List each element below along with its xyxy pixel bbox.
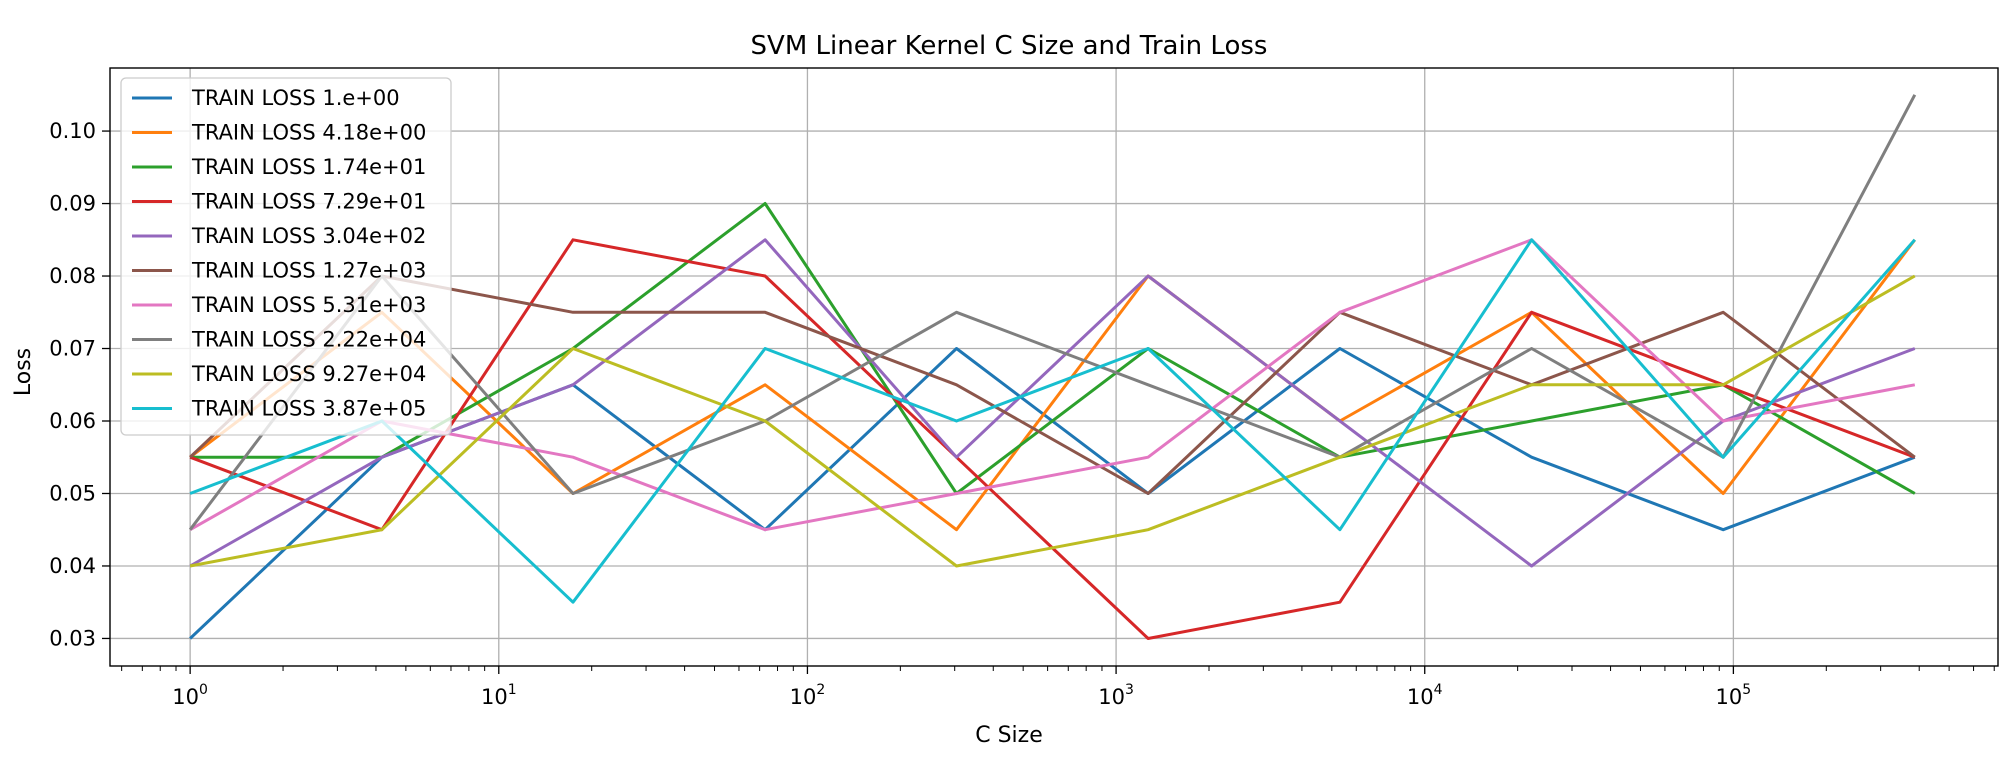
x-tick-label: 101: [481, 682, 517, 709]
x-tick-exponent: 3: [1125, 682, 1134, 698]
y-tick-label: 0.03: [49, 626, 96, 650]
x-tick-exponent: 4: [1434, 682, 1443, 698]
y-tick-label: 0.06: [49, 409, 96, 433]
x-tick-exponent: 1: [508, 682, 517, 698]
legend-label: TRAIN LOSS 3.87e+05: [191, 397, 426, 421]
legend-label: TRAIN LOSS 4.18e+00: [191, 121, 426, 145]
x-tick-exponent: 2: [816, 682, 825, 698]
legend-label: TRAIN LOSS 9.27e+04: [191, 362, 426, 386]
legend-label: TRAIN LOSS 5.31e+03: [191, 293, 426, 317]
legend: TRAIN LOSS 1.e+00 TRAIN LOSS 4.18e+00 TRAI…: [120, 77, 452, 436]
x-tick-label: 102: [790, 682, 826, 709]
chart-title: SVM Linear Kernel C Size and Train Loss: [751, 31, 1268, 61]
legend-box: [120, 77, 452, 436]
legend-label: TRAIN LOSS 1.27e+03: [191, 259, 426, 283]
legend-label: TRAIN LOSS 1.74e+01: [191, 155, 426, 179]
x-tick-label: 105: [1716, 682, 1752, 709]
series-line: [189, 238, 1916, 568]
y-tick-label: 0.09: [49, 192, 96, 216]
x-tick-base: 10: [1098, 685, 1125, 709]
series-lines: [188, 94, 1917, 640]
series-line: [189, 238, 1916, 604]
plot-frame: [109, 67, 1999, 667]
x-axis-label: C Size: [975, 723, 1043, 748]
x-tick-exponent: 5: [1742, 682, 1751, 698]
y-tick-label: 0.05: [49, 481, 96, 505]
x-tick-label: 100: [172, 682, 208, 709]
y-tick-label: 0.10: [49, 119, 96, 143]
y-tick-label: 0.07: [49, 337, 96, 361]
y-tick-label: 0.04: [49, 554, 96, 578]
axis-ticks: [102, 130, 1995, 674]
x-tick-exponent: 0: [199, 682, 208, 698]
series-line: [189, 274, 1916, 568]
legend-label: TRAIN LOSS 1.e+00: [191, 86, 400, 110]
legend-label: TRAIN LOSS 3.04e+02: [191, 224, 426, 248]
legend-label: TRAIN LOSS 2.22e+04: [191, 328, 426, 352]
x-tick-base: 10: [1407, 685, 1434, 709]
x-tick-base: 10: [172, 685, 199, 709]
y-axis-label: Loss: [11, 348, 36, 396]
x-tick-base: 10: [481, 685, 508, 709]
x-tick-label: 103: [1098, 682, 1134, 709]
x-tick-base: 10: [790, 685, 817, 709]
x-tick-base: 10: [1716, 685, 1743, 709]
y-tick-label: 0.08: [49, 264, 96, 288]
x-tick-label: 104: [1407, 682, 1443, 709]
legend-label: TRAIN LOSS 7.29e+01: [191, 190, 426, 214]
series-line: [188, 94, 1917, 531]
